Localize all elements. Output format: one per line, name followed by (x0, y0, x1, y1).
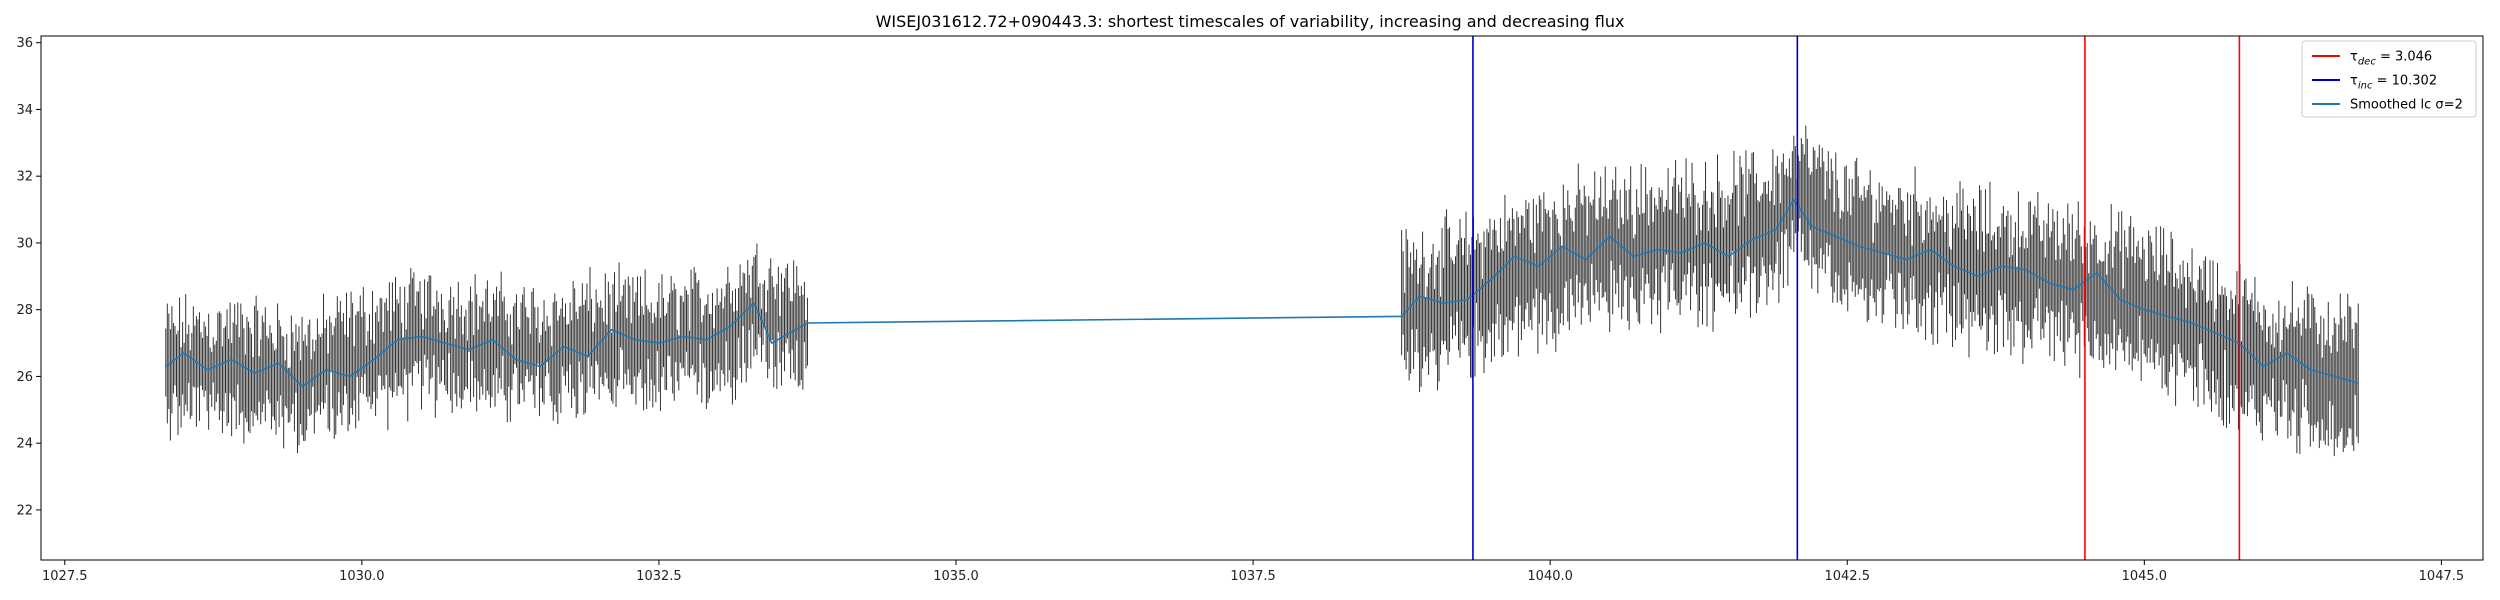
x-tick-label: 1027.5 (42, 569, 88, 584)
x-tick-label: 1037.5 (1230, 569, 1276, 584)
x-tick-label: 1030.0 (339, 569, 385, 584)
smoothed-lightcurve-line (165, 197, 2359, 388)
legend-box (2301, 40, 2477, 118)
x-tick-label: 1045.0 (2122, 569, 2168, 584)
y-tick-label: 32 (16, 170, 33, 185)
x-tick-label: 1047.5 (2419, 569, 2465, 584)
y-tick-label: 36 (16, 36, 33, 51)
y-tick-label: 26 (16, 370, 33, 385)
chart-title: WISEJ031612.72+090443.3: shortest timesc… (876, 12, 1625, 31)
x-tick-label: 1032.5 (636, 569, 682, 584)
x-tick-label: 1040.0 (1527, 569, 1573, 584)
errorbar-group-2 (1401, 125, 2359, 457)
x-tick-label: 1035.0 (933, 569, 979, 584)
legend-entry-label: τinc = 10.302 (2350, 74, 2437, 92)
y-tick-label: 28 (16, 303, 33, 318)
x-tick-label: 1042.5 (1824, 569, 1870, 584)
legend: τdec = 3.046 τinc = 10.302 Smoothed lc σ=2 (2301, 40, 2477, 118)
plot-area (165, 36, 2359, 560)
y-tick-label: 34 (16, 103, 33, 118)
y-tick-label: 24 (16, 437, 33, 452)
errorbar-group-1 (165, 243, 808, 454)
legend-entry-label: Smoothed lc σ=2 (2350, 98, 2463, 113)
y-tick-label: 22 (16, 503, 33, 518)
y-tick-label: 30 (16, 236, 33, 251)
legend-entry-label: τdec = 3.046 (2350, 50, 2432, 68)
plot-frame (40, 35, 2484, 561)
axes: 1027.5 1030.0 1032.5 1035.0 1037.5 1040.0 1042… (16, 36, 2464, 584)
